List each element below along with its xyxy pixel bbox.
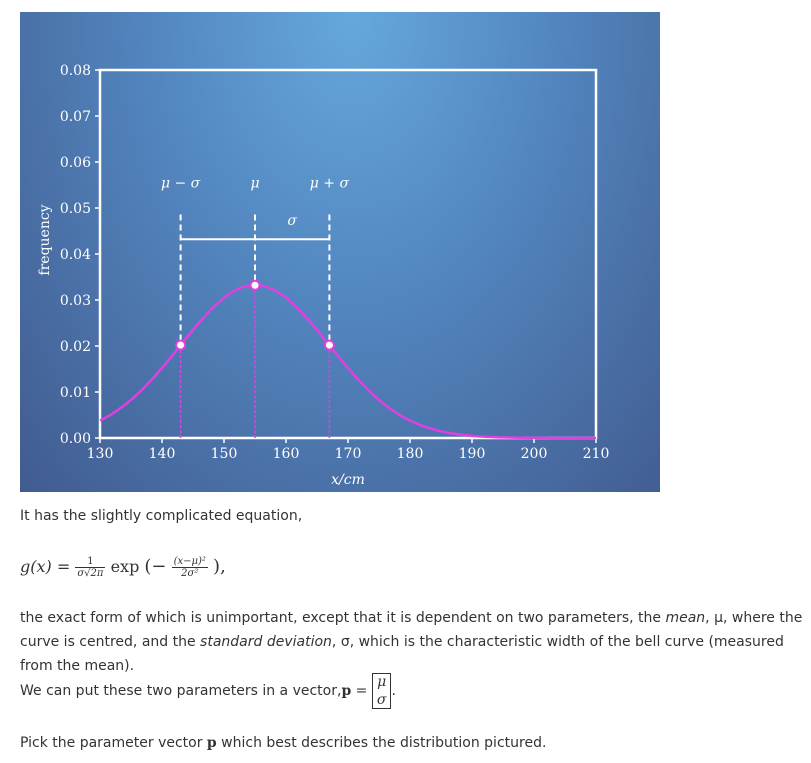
para2-part-b: , μ, where the curve is centred, and the bbox=[20, 610, 803, 650]
y-tick-label: 0.02 bbox=[60, 339, 91, 355]
para4-part-a: Pick the parameter vector bbox=[20, 735, 207, 751]
para4-part-b: which best describes the distribution pi… bbox=[216, 735, 547, 751]
y-tick-label: 0.07 bbox=[60, 109, 91, 125]
x-tick-label: 210 bbox=[583, 446, 610, 462]
x-tick-label: 180 bbox=[397, 446, 424, 462]
data-marker bbox=[249, 279, 261, 291]
y-tick-label: 0.01 bbox=[60, 385, 91, 401]
equation-frac-norm: 1 σ√2π bbox=[75, 556, 106, 579]
question-p-symbol: p bbox=[206, 735, 217, 751]
gaussian-equation: g(x) = 1 σ√2π exp (− (x−μ)² 2σ² ), bbox=[20, 556, 226, 590]
y-axis-label: frequency bbox=[37, 204, 53, 275]
frac-norm-numerator: 1 bbox=[75, 556, 106, 568]
equation-exp: exp bbox=[110, 557, 140, 576]
label-mu-plus-sigma: μ + σ bbox=[310, 175, 350, 191]
frac-exponent-denominator: 2σ² bbox=[181, 568, 199, 579]
para2-part-a: the exact form of which is unimportant, … bbox=[20, 610, 666, 626]
gaussian-curve bbox=[99, 283, 597, 440]
data-marker bbox=[175, 339, 187, 351]
equation-close-paren: ), bbox=[213, 556, 226, 577]
x-tick-label: 160 bbox=[273, 446, 300, 462]
x-axis-label: x/cm bbox=[331, 472, 365, 488]
data-marker bbox=[323, 339, 335, 351]
vector-sigma: σ bbox=[376, 692, 387, 708]
plot-frame bbox=[98, 68, 598, 440]
vector-equals: = bbox=[351, 683, 372, 699]
y-tick-label: 0.08 bbox=[60, 63, 91, 79]
y-tick-label: 0.00 bbox=[60, 431, 91, 447]
gaussian-figure: 0.00 0.01 0.02 0.03 0.04 0.05 0.06 0.07 0.08 130 1… bbox=[20, 12, 660, 492]
parameter-vector: μ σ bbox=[371, 673, 392, 709]
x-tick-label: 190 bbox=[459, 446, 486, 462]
x-tick-label: 170 bbox=[335, 446, 362, 462]
vector-period: . bbox=[391, 683, 396, 699]
intro-text: It has the slightly complicated equation… bbox=[20, 508, 303, 524]
vector-p-symbol: p bbox=[341, 683, 352, 699]
y-tick-label: 0.03 bbox=[60, 293, 91, 309]
label-mu: μ bbox=[250, 175, 259, 191]
equation-frac-exponent: (x−μ)² 2σ² bbox=[171, 556, 208, 579]
y-tick-label: 0.05 bbox=[60, 201, 91, 217]
y-tick-label: 0.06 bbox=[60, 155, 91, 171]
equation-open-paren: (− bbox=[144, 556, 167, 577]
x-tick-label: 150 bbox=[211, 446, 238, 462]
label-mu-minus-sigma: μ − σ bbox=[161, 175, 201, 191]
para3-text: We can put these two parameters in a vec… bbox=[20, 683, 342, 699]
mean-term: mean bbox=[665, 610, 706, 626]
vector-mu: μ bbox=[377, 674, 387, 690]
equation-lhs: g(x) = bbox=[20, 557, 71, 576]
x-tick-label: 130 bbox=[87, 446, 114, 462]
standard-deviation-term: standard deviation bbox=[200, 634, 332, 650]
label-sigma: σ bbox=[287, 213, 297, 229]
frac-exponent-numerator: (x−μ)² bbox=[171, 556, 208, 568]
parameters-paragraph: the exact form of which is unimportant, … bbox=[20, 606, 805, 678]
question-paragraph: Pick the parameter vector p which best d… bbox=[20, 731, 546, 755]
y-tick-label: 0.04 bbox=[60, 247, 91, 263]
chart-svg: 0.00 0.01 0.02 0.03 0.04 0.05 0.06 0.07 0.08 130 1… bbox=[37, 63, 610, 488]
para2-part-c: , σ, which is the characteristic width o… bbox=[20, 634, 784, 674]
x-tick-label: 200 bbox=[521, 446, 548, 462]
vector-paragraph: We can put these two parameters in a vec… bbox=[20, 670, 396, 712]
frac-norm-denominator: σ√2π bbox=[77, 568, 104, 579]
x-tick-label: 140 bbox=[149, 446, 176, 462]
